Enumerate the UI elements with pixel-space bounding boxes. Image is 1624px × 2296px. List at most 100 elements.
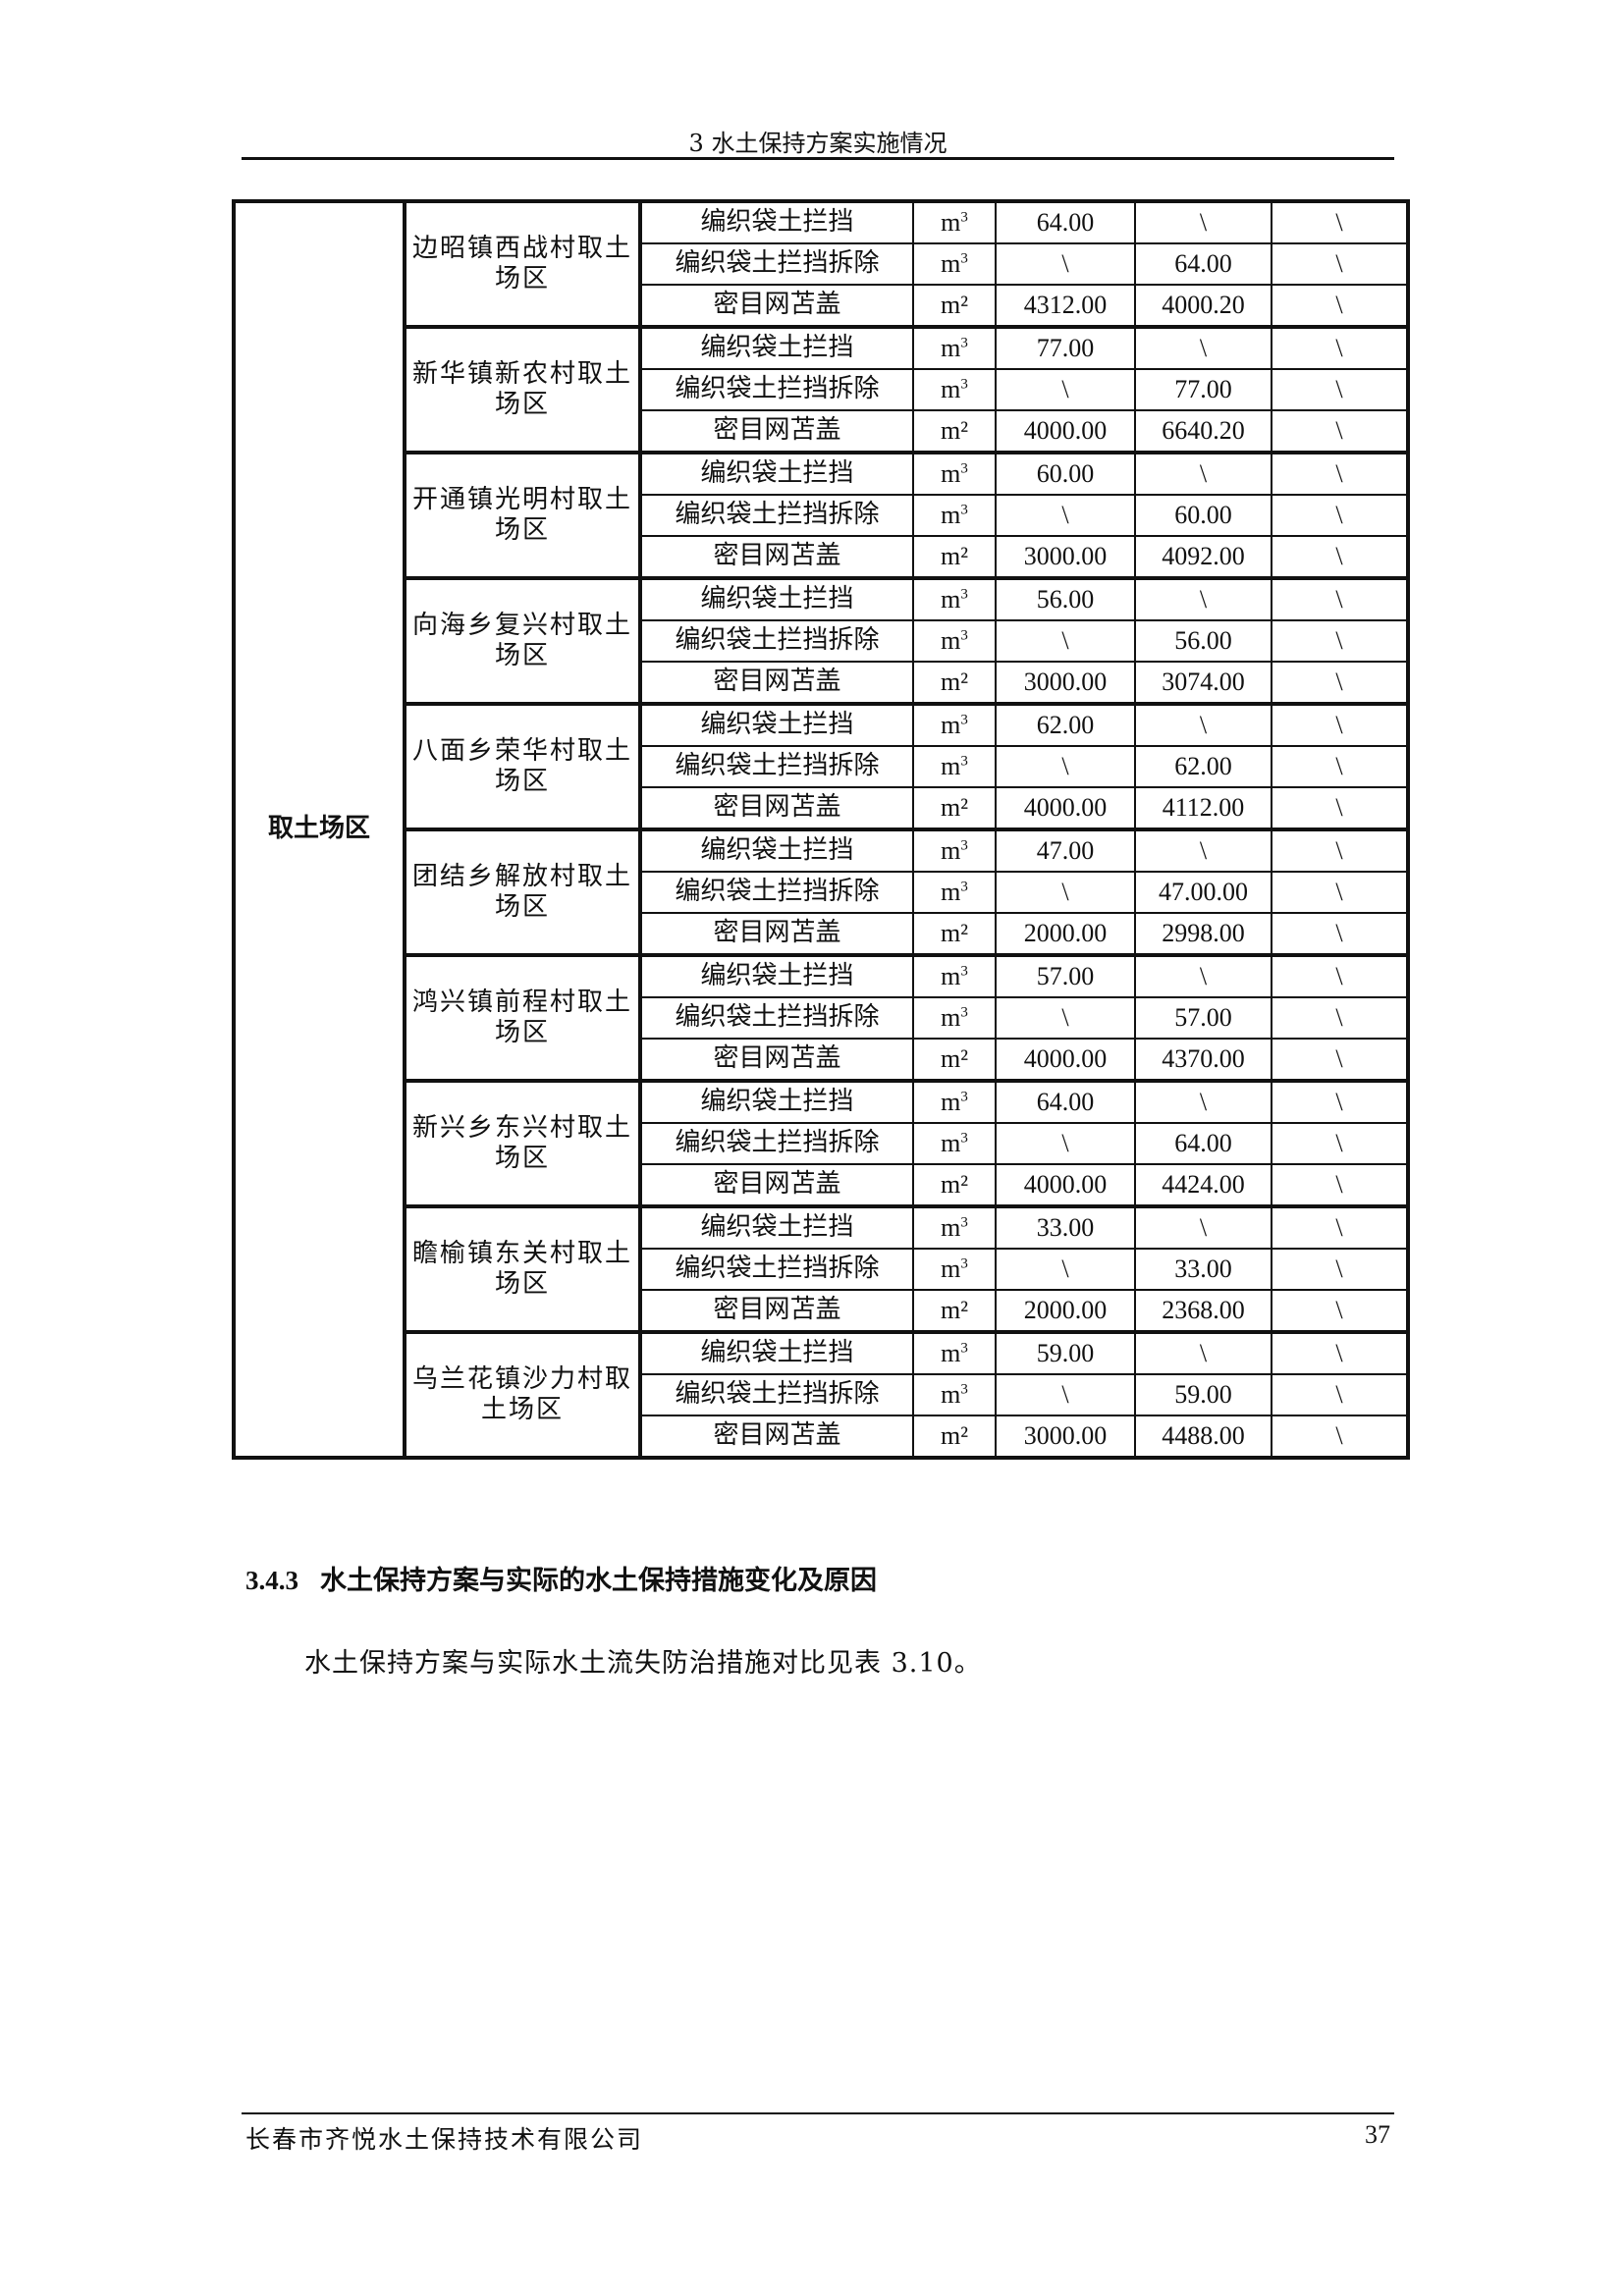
extra-cell: \ bbox=[1271, 284, 1409, 329]
site-cell: 开通镇光明村取土场区 bbox=[403, 451, 642, 580]
extra-cell: \ bbox=[1271, 1122, 1409, 1165]
extra-cell: \ bbox=[1271, 1248, 1409, 1291]
unit-cell: m3 bbox=[912, 452, 997, 496]
unit-cell: m3 bbox=[912, 1248, 997, 1291]
extra-cell: \ bbox=[1271, 912, 1409, 957]
extra-cell: \ bbox=[1271, 577, 1409, 621]
actual-cell: \ bbox=[1134, 1205, 1272, 1250]
table-row: 八面乡荣华村取土场区 编织袋土拦挡 m3 62.00 \ \ bbox=[234, 702, 1409, 831]
actual-cell: 3074.00 bbox=[1134, 661, 1272, 706]
extra-cell: \ bbox=[1271, 661, 1409, 706]
unit-cell: m3 bbox=[912, 619, 997, 663]
actual-cell: \ bbox=[1134, 1331, 1272, 1375]
actual-cell: 56.00 bbox=[1134, 619, 1272, 663]
actual-cell: 64.00 bbox=[1134, 1122, 1272, 1165]
actual-cell: 4092.00 bbox=[1134, 535, 1272, 580]
actual-cell: 4370.00 bbox=[1134, 1038, 1272, 1083]
unit-cell: m² bbox=[912, 284, 997, 329]
planned-cell: \ bbox=[995, 368, 1136, 411]
unit-cell: m3 bbox=[912, 1080, 997, 1124]
table-row: 乌兰花镇沙力村取土场区 编织袋土拦挡 m3 59.00 \ \ bbox=[234, 1330, 1409, 1460]
footer-company: 长春市齐悦水土保持技术有限公司 bbox=[245, 2125, 644, 2154]
measure-cell: 密目网苫盖 bbox=[639, 1415, 914, 1460]
unit-cell: m² bbox=[912, 1038, 997, 1083]
actual-cell: 62.00 bbox=[1134, 745, 1272, 788]
footer-rule bbox=[242, 2112, 1394, 2114]
extra-cell: \ bbox=[1271, 954, 1409, 998]
measure-cell: 编织袋土拦挡 bbox=[639, 452, 914, 496]
unit-cell: m² bbox=[912, 1289, 997, 1334]
page-number: 37 bbox=[1365, 2120, 1390, 2149]
measure-cell: 编织袋土拦挡拆除 bbox=[639, 996, 914, 1040]
planned-cell: 47.00 bbox=[995, 828, 1136, 873]
extra-cell: \ bbox=[1271, 1373, 1409, 1416]
extra-cell: \ bbox=[1271, 242, 1409, 286]
unit-cell: m3 bbox=[912, 577, 997, 621]
table-row: 开通镇光明村取土场区 编织袋土拦挡 m3 60.00 \ \ bbox=[234, 451, 1409, 580]
planned-cell: \ bbox=[995, 619, 1136, 663]
actual-cell: \ bbox=[1134, 452, 1272, 496]
extra-cell: \ bbox=[1271, 409, 1409, 454]
extra-cell: \ bbox=[1271, 1415, 1409, 1460]
actual-cell: \ bbox=[1134, 1080, 1272, 1124]
section-title: 水土保持方案与实际的水土保持措施变化及原因 bbox=[320, 1566, 877, 1596]
planned-cell: 60.00 bbox=[995, 452, 1136, 496]
actual-cell: 64.00 bbox=[1134, 242, 1272, 286]
measure-cell: 编织袋土拦挡拆除 bbox=[639, 1248, 914, 1291]
table-row: 密目网苫盖 m² 4000.00 6640.20 \ bbox=[234, 409, 1409, 454]
measure-cell: 编织袋土拦挡拆除 bbox=[639, 871, 914, 914]
measure-cell: 编织袋土拦挡 bbox=[639, 954, 914, 998]
measure-cell: 编织袋土拦挡 bbox=[639, 828, 914, 873]
measure-cell: 密目网苫盖 bbox=[639, 786, 914, 831]
extra-cell: \ bbox=[1271, 1331, 1409, 1375]
planned-cell: 77.00 bbox=[995, 326, 1136, 370]
actual-cell: 59.00 bbox=[1134, 1373, 1272, 1416]
actual-cell: \ bbox=[1134, 703, 1272, 747]
actual-cell: 6640.20 bbox=[1134, 409, 1272, 454]
planned-cell: \ bbox=[995, 494, 1136, 537]
planned-cell: 62.00 bbox=[995, 703, 1136, 747]
measures-table: 取土场区 边昭镇西战村取土场区 编织袋土拦挡 m3 64.00 \ \ 编织袋土拦挡拆除 m3 \… bbox=[232, 199, 1410, 1460]
planned-cell: 64.00 bbox=[995, 1080, 1136, 1124]
table-row: 向海乡复兴村取土场区 编织袋土拦挡 m3 56.00 \ \ bbox=[234, 576, 1409, 706]
measure-cell: 密目网苫盖 bbox=[639, 661, 914, 706]
unit-cell: m² bbox=[912, 409, 997, 454]
table-row: 瞻榆镇东关村取土场区 编织袋土拦挡 m3 33.00 \ \ bbox=[234, 1204, 1409, 1334]
extra-cell: \ bbox=[1271, 1163, 1409, 1208]
site-cell: 团结乡解放村取土场区 bbox=[403, 828, 642, 957]
actual-cell: 4112.00 bbox=[1134, 786, 1272, 831]
table-row: 密目网苫盖 m² 2000.00 2998.00 \ bbox=[234, 912, 1409, 957]
planned-cell: \ bbox=[995, 996, 1136, 1040]
table-row: 新华镇新农村取土场区 编织袋土拦挡 m3 77.00 \ \ bbox=[234, 325, 1409, 454]
unit-cell: m3 bbox=[912, 1373, 997, 1416]
measure-cell: 密目网苫盖 bbox=[639, 1289, 914, 1334]
unit-cell: m² bbox=[912, 1163, 997, 1208]
table-row: 编织袋土拦挡拆除 m3 \ 77.00 \ bbox=[234, 368, 1409, 411]
section-number: 3.4.3 bbox=[245, 1566, 298, 1595]
table-row: 编织袋土拦挡拆除 m3 \ 62.00 \ bbox=[234, 745, 1409, 788]
measure-cell: 密目网苫盖 bbox=[639, 284, 914, 329]
unit-cell: m² bbox=[912, 661, 997, 706]
table-row: 鸿兴镇前程村取土场区 编织袋土拦挡 m3 57.00 \ \ bbox=[234, 953, 1409, 1083]
table-row: 取土场区 边昭镇西战村取土场区 编织袋土拦挡 m3 64.00 \ \ bbox=[232, 199, 1409, 1460]
planned-cell: 2000.00 bbox=[995, 1289, 1136, 1334]
site-cell: 八面乡荣华村取土场区 bbox=[403, 702, 642, 831]
planned-cell: 57.00 bbox=[995, 954, 1136, 998]
actual-cell: 33.00 bbox=[1134, 1248, 1272, 1291]
measure-cell: 密目网苫盖 bbox=[639, 535, 914, 580]
measure-cell: 编织袋土拦挡 bbox=[639, 1080, 914, 1124]
planned-cell: 3000.00 bbox=[995, 535, 1136, 580]
site-cell: 向海乡复兴村取土场区 bbox=[403, 576, 642, 706]
actual-cell: \ bbox=[1134, 577, 1272, 621]
table-row: 编织袋土拦挡拆除 m3 \ 47.00.00 \ bbox=[234, 871, 1409, 914]
site-cell: 边昭镇西战村取土场区 bbox=[403, 199, 642, 329]
extra-cell: \ bbox=[1271, 828, 1409, 873]
area-cell: 取土场区 bbox=[232, 199, 406, 1460]
table-row: 编织袋土拦挡拆除 m3 \ 33.00 \ bbox=[234, 1248, 1409, 1291]
extra-cell: \ bbox=[1271, 871, 1409, 914]
table-row: 新兴乡东兴村取土场区 编织袋土拦挡 m3 64.00 \ \ bbox=[234, 1079, 1409, 1208]
actual-cell: 47.00.00 bbox=[1134, 871, 1272, 914]
table-row: 编织袋土拦挡拆除 m3 \ 60.00 \ bbox=[234, 494, 1409, 537]
measure-cell: 编织袋土拦挡拆除 bbox=[639, 1373, 914, 1416]
planned-cell: 4000.00 bbox=[995, 1163, 1136, 1208]
